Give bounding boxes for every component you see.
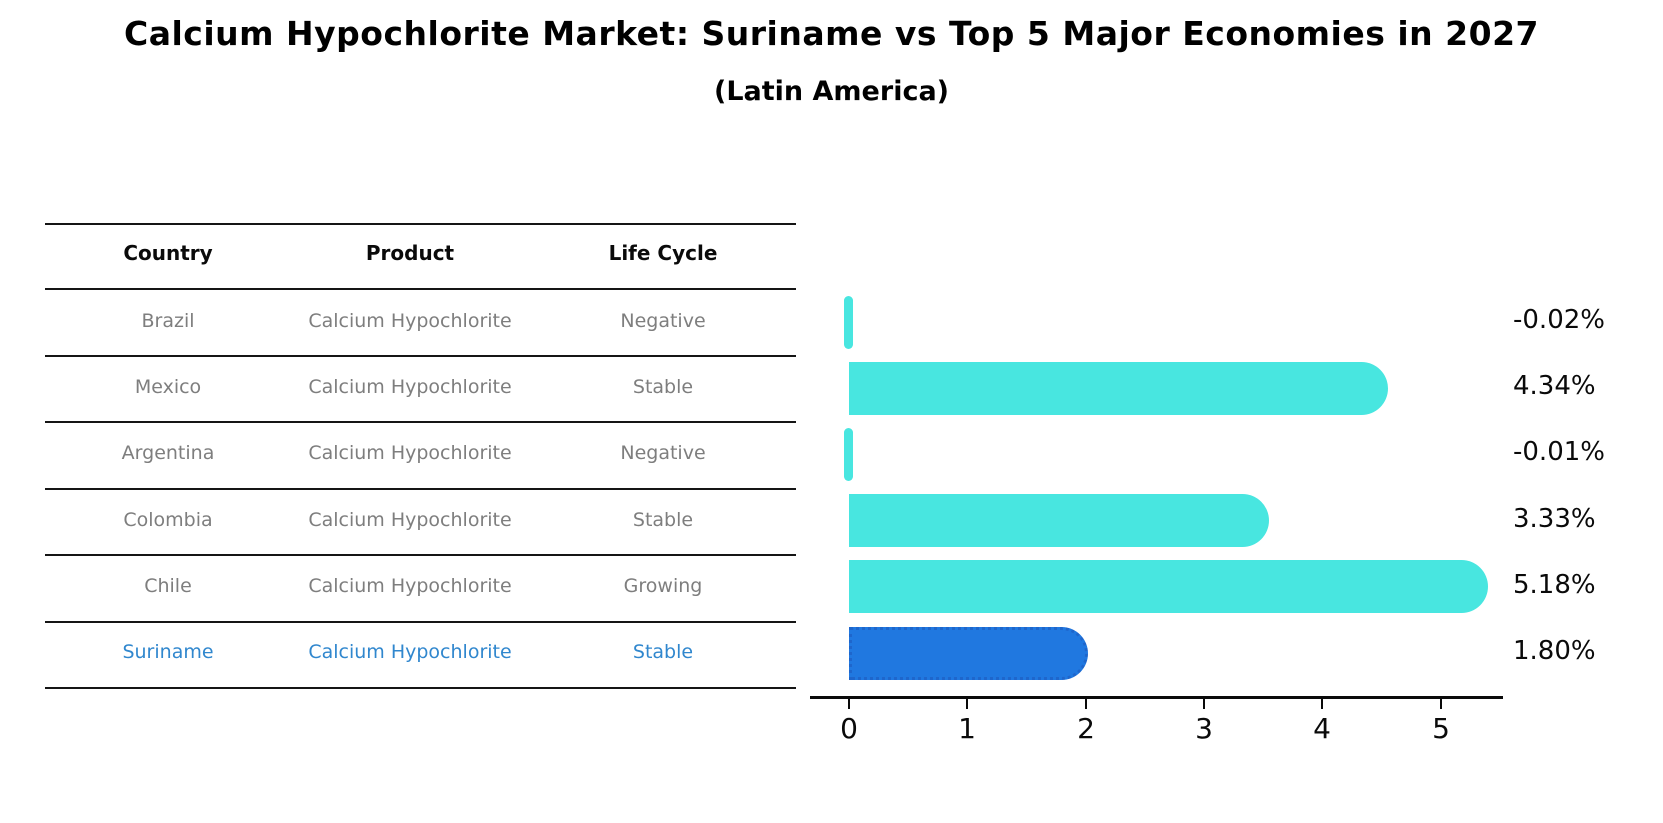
- x-axis-tick: [848, 699, 850, 709]
- bar-value-label: 1.80%: [1513, 636, 1596, 666]
- table-cell-country: Suriname: [122, 641, 214, 663]
- table-cell-country: Colombia: [123, 509, 213, 531]
- chart-bar-brazil: [844, 296, 853, 349]
- x-axis-tick-label: 3: [1195, 712, 1213, 745]
- x-axis-tick-label: 4: [1313, 712, 1331, 745]
- table-divider: [45, 687, 796, 689]
- x-axis-tick: [966, 699, 968, 709]
- table-cell-life-cycle: Stable: [632, 376, 694, 398]
- bar-value-label: 3.33%: [1513, 504, 1596, 534]
- table-header-life-cycle: Life Cycle: [608, 241, 718, 265]
- chart-bar-argentina: [844, 428, 853, 481]
- table-header-product: Product: [365, 241, 455, 265]
- table-header-country: Country: [123, 241, 213, 265]
- x-axis-tick: [1085, 699, 1087, 709]
- x-axis-tick-label: 5: [1432, 712, 1450, 745]
- table-cell-product: Calcium Hypochlorite: [308, 310, 512, 332]
- table-row: Mexico Calcium Hypochlorite Stable: [45, 376, 796, 406]
- table-divider: [45, 488, 796, 490]
- chart-bar-suriname: [849, 627, 1088, 680]
- table-divider: [45, 554, 796, 556]
- x-axis-tick: [1203, 699, 1205, 709]
- x-axis-tick: [1321, 699, 1323, 709]
- table-cell-product: Calcium Hypochlorite: [308, 376, 512, 398]
- x-axis-tick-label: 0: [840, 712, 858, 745]
- table-divider: [45, 355, 796, 357]
- table-cell-country: Brazil: [141, 310, 195, 332]
- table-divider: [45, 421, 796, 423]
- table-cell-product: Calcium Hypochlorite: [308, 641, 512, 663]
- table-cell-country: Mexico: [134, 376, 202, 398]
- table-cell-life-cycle: Negative: [620, 310, 706, 332]
- table-cell-country: Chile: [144, 575, 192, 597]
- table-cell-life-cycle: Stable: [632, 641, 694, 663]
- table-cell-life-cycle: Growing: [623, 575, 703, 597]
- bar-value-label: 5.18%: [1513, 570, 1596, 600]
- x-axis-tick-label: 2: [1077, 712, 1095, 745]
- table-cell-product: Calcium Hypochlorite: [308, 509, 512, 531]
- bar-value-label: -0.02%: [1513, 305, 1605, 335]
- bar-value-label: 4.34%: [1513, 371, 1596, 401]
- chart-subtitle: (Latin America): [713, 76, 950, 107]
- x-axis-tick: [1440, 699, 1442, 709]
- table-divider: [45, 288, 796, 290]
- table-row-highlighted: Suriname Calcium Hypochlorite Stable: [45, 641, 796, 671]
- table-row: Argentina Calcium Hypochlorite Negative: [45, 442, 796, 472]
- table-divider: [45, 223, 796, 225]
- table-cell-product: Calcium Hypochlorite: [308, 575, 512, 597]
- table-cell-country: Argentina: [121, 442, 215, 464]
- chart-bar-mexico: [849, 362, 1388, 415]
- table-row: Brazil Calcium Hypochlorite Negative: [45, 310, 796, 340]
- x-axis-line: [810, 696, 1503, 699]
- x-axis-tick-label: 1: [958, 712, 976, 745]
- table-header-row: Country Product Life Cycle: [45, 241, 796, 271]
- table-cell-life-cycle: Negative: [620, 442, 706, 464]
- table-divider: [45, 621, 796, 623]
- table-cell-life-cycle: Stable: [632, 509, 694, 531]
- table-row: Chile Calcium Hypochlorite Growing: [45, 575, 796, 605]
- chart-title: Calcium Hypochlorite Market: Suriname vs…: [123, 14, 1540, 53]
- table-cell-product: Calcium Hypochlorite: [308, 442, 512, 464]
- bar-value-label: -0.01%: [1513, 437, 1605, 467]
- chart-bar-colombia: [849, 494, 1269, 547]
- table-row: Colombia Calcium Hypochlorite Stable: [45, 509, 796, 539]
- chart-bar-chile: [849, 560, 1488, 613]
